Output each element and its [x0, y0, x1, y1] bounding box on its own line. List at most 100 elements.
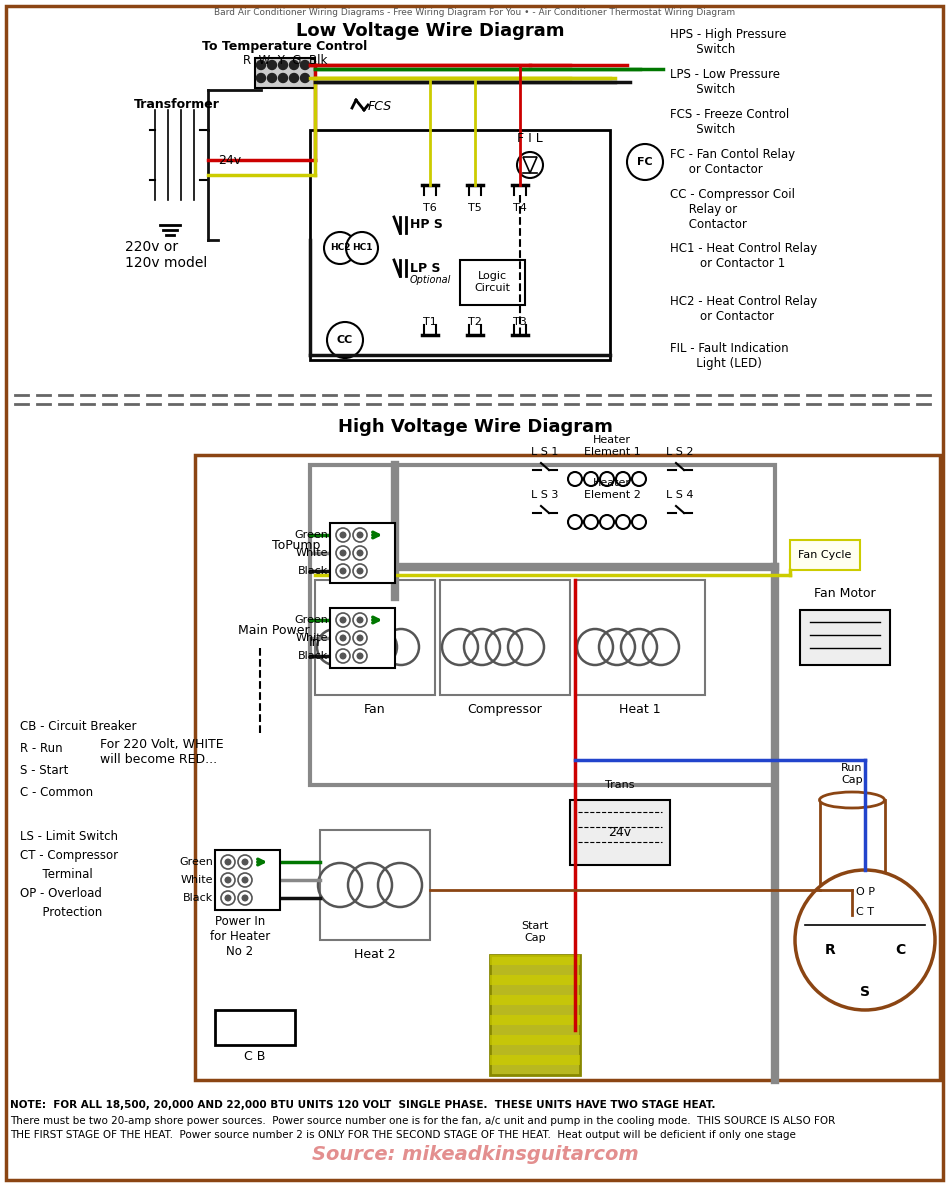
Bar: [320, 830, 430, 940]
Bar: [490, 1055, 580, 1064]
Text: CC: CC: [337, 335, 353, 345]
Text: Heater
Element 1: Heater Element 1: [583, 435, 640, 457]
Text: Main Power: Main Power: [238, 624, 310, 637]
Circle shape: [241, 877, 249, 884]
Text: LPS - Low Pressure
       Switch: LPS - Low Pressure Switch: [670, 68, 780, 96]
Circle shape: [238, 891, 252, 905]
Text: FCS: FCS: [368, 101, 392, 114]
Text: Source: mikeadkinsguitarcom: Source: mikeadkinsguitarcom: [312, 1145, 638, 1164]
Bar: [575, 580, 705, 695]
Circle shape: [353, 527, 367, 542]
Text: FC - Fan Contol Relay
     or Contactor: FC - Fan Contol Relay or Contactor: [670, 148, 795, 176]
Text: High Voltage Wire Diagram: High Voltage Wire Diagram: [337, 418, 613, 436]
Text: Transformer: Transformer: [134, 97, 220, 110]
Circle shape: [238, 855, 252, 868]
Text: Trans: Trans: [605, 781, 635, 790]
Polygon shape: [523, 157, 537, 173]
Text: T3: T3: [513, 317, 527, 327]
Text: HC1 - Heat Control Relay
        or Contactor 1: HC1 - Heat Control Relay or Contactor 1: [670, 242, 817, 270]
Text: Start
Cap: Start Cap: [522, 922, 549, 943]
Text: FC: FC: [637, 157, 653, 168]
Circle shape: [346, 232, 378, 264]
Text: Terminal: Terminal: [20, 868, 93, 881]
Text: Fan Motor: Fan Motor: [814, 587, 876, 600]
Circle shape: [356, 652, 364, 659]
Bar: [490, 1015, 580, 1025]
Text: Fan: Fan: [364, 703, 386, 716]
Circle shape: [356, 617, 364, 624]
Circle shape: [241, 895, 249, 902]
Bar: [315, 580, 435, 695]
Circle shape: [327, 322, 363, 358]
Text: T5: T5: [468, 203, 482, 213]
Circle shape: [324, 232, 356, 264]
Text: HP S: HP S: [410, 219, 443, 232]
Text: Green: Green: [294, 615, 328, 625]
Text: S - Start: S - Start: [20, 764, 68, 777]
Circle shape: [278, 61, 288, 70]
Bar: [570, 800, 670, 865]
Circle shape: [353, 631, 367, 645]
Circle shape: [353, 564, 367, 579]
Text: L S 1: L S 1: [531, 447, 559, 457]
Circle shape: [224, 859, 232, 866]
Circle shape: [290, 74, 298, 82]
Circle shape: [238, 873, 252, 887]
Circle shape: [336, 527, 350, 542]
Text: R: R: [825, 943, 835, 958]
Circle shape: [256, 61, 265, 70]
Text: Heat 1: Heat 1: [619, 703, 661, 716]
Circle shape: [353, 613, 367, 627]
Circle shape: [356, 568, 364, 575]
Circle shape: [300, 74, 310, 82]
Circle shape: [353, 546, 367, 560]
Circle shape: [268, 61, 276, 70]
Circle shape: [795, 870, 935, 1010]
Circle shape: [241, 859, 249, 866]
Circle shape: [517, 152, 543, 178]
Bar: [490, 955, 580, 965]
Circle shape: [336, 564, 350, 579]
Text: 220v or
120v model: 220v or 120v model: [125, 240, 207, 270]
Text: CT - Compressor: CT - Compressor: [20, 849, 118, 862]
Circle shape: [224, 877, 232, 884]
Circle shape: [256, 74, 265, 82]
Bar: [310, 129, 610, 360]
Bar: [330, 523, 395, 583]
Text: O P: O P: [856, 887, 875, 897]
Text: Black: Black: [297, 651, 328, 661]
Circle shape: [339, 550, 347, 556]
Text: T1: T1: [423, 317, 437, 327]
Text: R  W  Y  G  Blk: R W Y G Blk: [243, 53, 327, 67]
Text: LS - Limit Switch: LS - Limit Switch: [20, 830, 118, 843]
Text: Power In
for Heater
No 2: Power In for Heater No 2: [210, 915, 270, 958]
Text: C - Common: C - Common: [20, 786, 93, 800]
Text: Logic
Circuit: Logic Circuit: [474, 271, 510, 292]
Bar: [460, 260, 525, 305]
Text: THE FIRST STAGE OF THE HEAT.  Power source number 2 is ONLY FOR THE SECOND STAGE: THE FIRST STAGE OF THE HEAT. Power sourc…: [10, 1130, 796, 1140]
Circle shape: [278, 74, 288, 82]
Text: T4: T4: [513, 203, 527, 213]
Text: FCS - Freeze Control
       Switch: FCS - Freeze Control Switch: [670, 108, 789, 135]
Bar: [310, 465, 775, 785]
Text: HPS - High Pressure
       Switch: HPS - High Pressure Switch: [670, 29, 787, 56]
Text: Heat 2: Heat 2: [354, 948, 396, 961]
Text: HC1: HC1: [352, 244, 372, 253]
Text: L S 3: L S 3: [531, 489, 559, 500]
Text: C T: C T: [856, 906, 874, 917]
Text: Black: Black: [297, 565, 328, 576]
Text: L S 4: L S 4: [666, 489, 694, 500]
Text: L S 2: L S 2: [666, 447, 694, 457]
Circle shape: [221, 873, 235, 887]
Text: 24v: 24v: [218, 153, 241, 166]
Bar: [440, 580, 570, 695]
Text: S: S: [860, 985, 870, 999]
Text: FIL - Fault Indication
       Light (LED): FIL - Fault Indication Light (LED): [670, 342, 788, 369]
Text: HC2: HC2: [330, 244, 351, 253]
Text: Black: Black: [182, 893, 213, 903]
Circle shape: [339, 617, 347, 624]
Bar: [215, 1010, 295, 1045]
Circle shape: [221, 855, 235, 868]
Text: In: In: [309, 637, 320, 650]
Bar: [490, 996, 580, 1005]
